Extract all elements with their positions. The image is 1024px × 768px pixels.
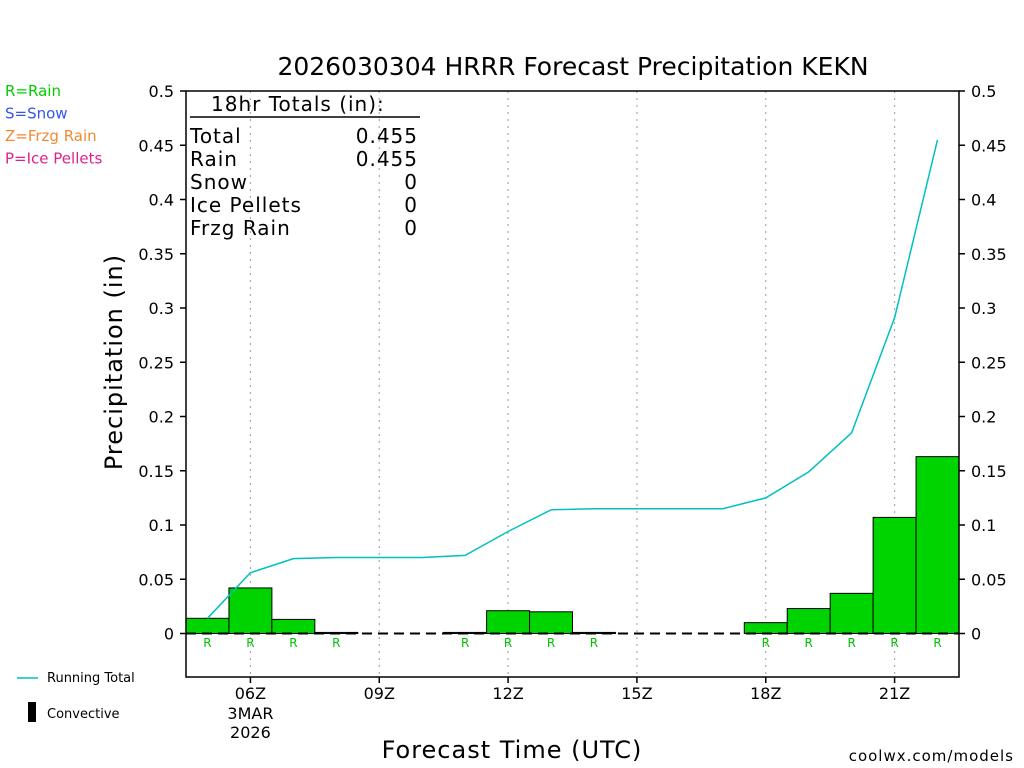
y-tick-label-right: 0	[971, 625, 981, 644]
y-tick-label-right: 0.5	[971, 82, 996, 101]
running-total-line	[206, 139, 939, 619]
legend-block-swatch	[28, 702, 36, 722]
chart-title: 2026030304 HRRR Forecast Precipitation K…	[277, 52, 868, 81]
legend-label: Convective	[47, 707, 120, 722]
credit-text: coolwx.com/models	[849, 747, 1014, 765]
x-tick-label: 15Z	[621, 684, 652, 703]
precip-type-label: R	[547, 636, 555, 650]
totals-row-label: Total	[189, 124, 242, 148]
precip-bar	[486, 610, 531, 635]
y-tick-label: 0.4	[149, 191, 174, 210]
precip-type-label: R	[289, 636, 297, 650]
precip-type-label: R	[762, 636, 770, 650]
totals-box-header: 18hr Totals (in):	[211, 92, 385, 116]
x-tick-label: 18Z	[750, 684, 781, 703]
precip-type-label: R	[504, 636, 512, 650]
precip-bar	[529, 611, 573, 634]
precip-type-label: R	[890, 636, 898, 650]
precip-bar	[786, 608, 831, 634]
precip-bar	[829, 592, 874, 634]
precip-type-legend-item: Z=Frzg Rain	[5, 127, 97, 145]
totals-row-label: Ice Pellets	[190, 193, 302, 217]
precip-bar	[743, 622, 788, 635]
totals-row-value: 0	[404, 170, 418, 194]
totals-row-label: Frzg Rain	[190, 216, 291, 240]
totals-row-value: 0.455	[356, 124, 418, 148]
x-tick-label: 12Z	[492, 684, 523, 703]
y-tick-label-right: 0.2	[971, 408, 996, 427]
y-tick-label-right: 0.45	[971, 136, 1007, 155]
precip-bar	[915, 456, 960, 634]
y-tick-label-right: 0.35	[971, 245, 1007, 264]
y-tick-label: 0.3	[149, 299, 174, 318]
y-tick-label-right: 0.15	[971, 462, 1007, 481]
x-tick-sublabel: 3MAR	[227, 704, 273, 723]
precip-type-label: R	[332, 636, 340, 650]
totals-row-label: Snow	[190, 170, 248, 194]
x-tick-label: 09Z	[364, 684, 395, 703]
y-tick-label: 0.05	[138, 570, 174, 589]
precip-type-label: R	[933, 636, 941, 650]
y-tick-label: 0.15	[138, 462, 174, 481]
x-axis-label: Forecast Time (UTC)	[382, 736, 643, 764]
plot-frame	[185, 90, 960, 678]
precip-type-label: R	[246, 636, 254, 650]
totals-box: 18hr Totals (in): Total 0.455 Rain 0.455 Sno…	[189, 92, 420, 240]
totals-row-label: Rain	[190, 147, 238, 171]
y-axis-label: Precipitation (in)	[100, 254, 128, 470]
totals-row-value: 0.455	[356, 147, 418, 171]
precip-type-legend-item: S=Snow	[5, 105, 68, 123]
y-tick-label-right: 0.05	[971, 570, 1007, 589]
precip-type-label: R	[461, 636, 469, 650]
x-tick-label: 06Z	[235, 684, 266, 703]
y-tick-label: 0.45	[138, 136, 174, 155]
legend-label: Running Total	[47, 671, 135, 686]
y-tick-label-right: 0.25	[971, 353, 1007, 372]
totals-row-value: 0	[404, 216, 418, 240]
totals-row-value: 0	[404, 193, 418, 217]
y-tick-label-right: 0.3	[971, 299, 996, 318]
y-tick-label: 0.2	[149, 408, 174, 427]
x-tick-sublabel: 2026	[230, 723, 271, 742]
precip-bar	[228, 587, 273, 634]
precip-type-legend-item: P=Ice Pellets	[5, 150, 102, 168]
precip-bar	[271, 618, 316, 635]
precip-type-label: R	[590, 636, 598, 650]
y-tick-label: 0	[164, 625, 174, 644]
y-tick-label: 0.25	[138, 353, 174, 372]
precip-type-label: R	[847, 636, 855, 650]
y-tick-label-right: 0.4	[971, 191, 996, 210]
y-tick-label: 0.1	[149, 516, 174, 535]
y-tick-label: 0.5	[149, 82, 174, 101]
x-tick-label: 21Z	[879, 684, 910, 703]
precip-type-label: R	[805, 636, 813, 650]
precip-bar	[185, 617, 230, 634]
precip-type-legend-item: R=Rain	[5, 82, 61, 100]
precip-bar	[872, 516, 917, 635]
precip-type-label: R	[203, 636, 211, 650]
y-tick-label-right: 0.1	[971, 516, 996, 535]
y-tick-label: 0.35	[138, 245, 174, 264]
